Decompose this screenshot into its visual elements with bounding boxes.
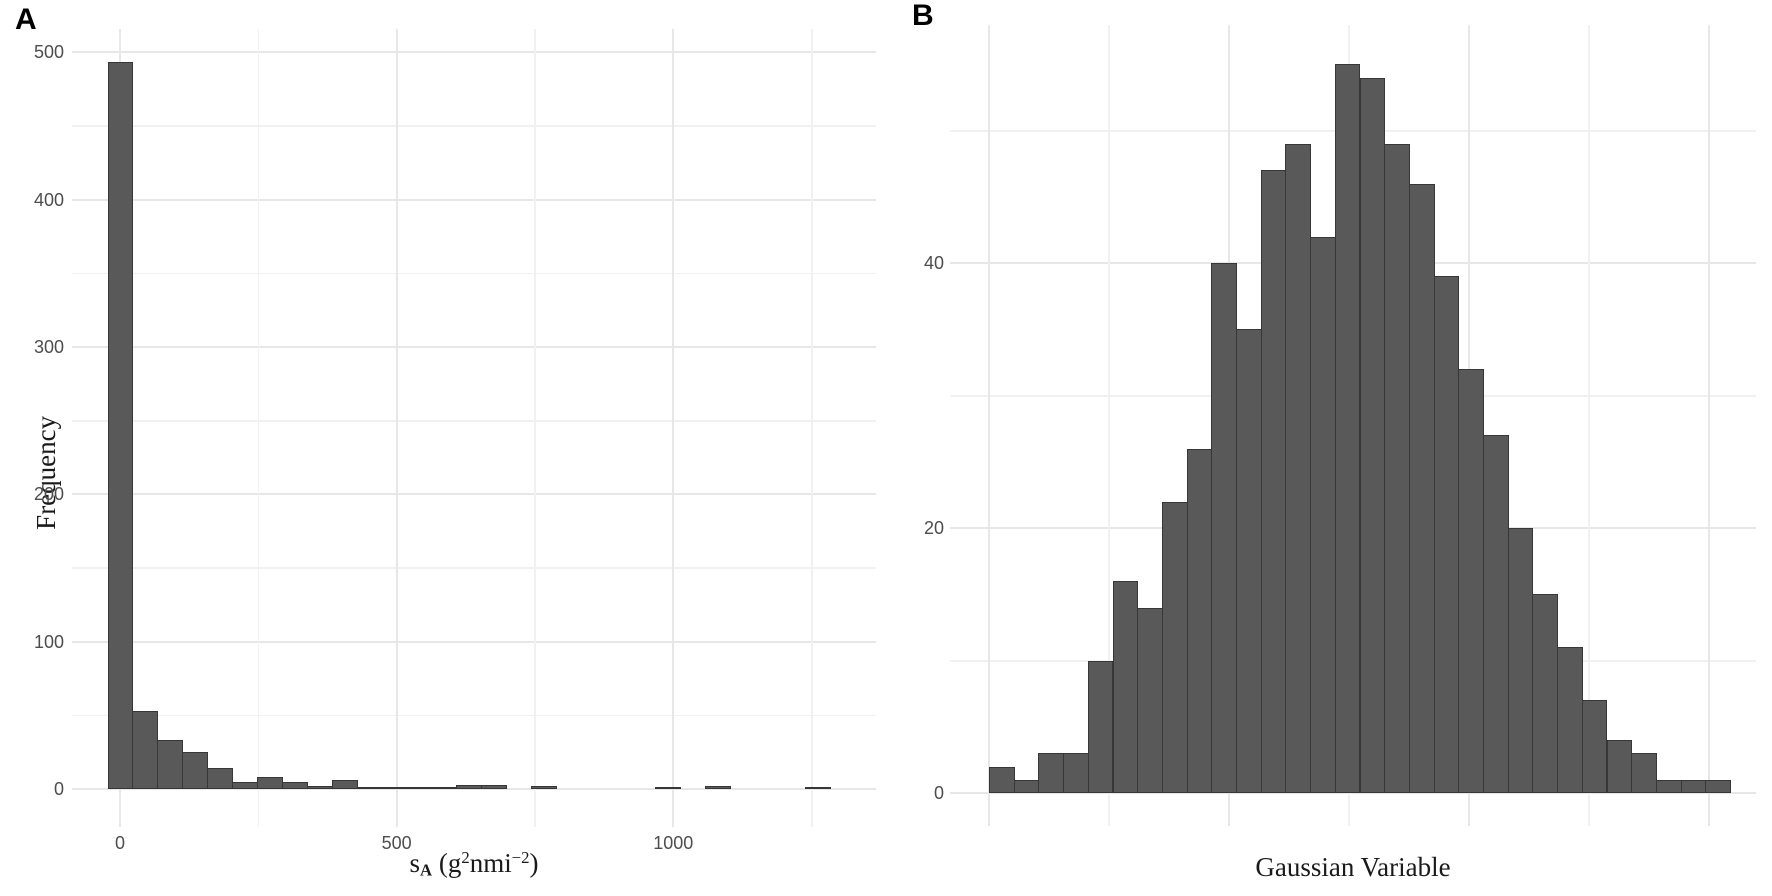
panel-a-x-axis-title: sA (g2nmi−2)	[274, 847, 674, 880]
y-tick-label: 20	[923, 518, 944, 538]
x-axis-title-part: )	[529, 848, 539, 878]
histogram-bar	[1507, 528, 1534, 793]
histogram-bar	[1606, 740, 1633, 793]
y-tick-label: 0	[933, 783, 944, 803]
histogram-bar	[157, 740, 184, 789]
histogram-bar	[207, 768, 234, 789]
histogram-bar	[1013, 779, 1040, 793]
histogram-bar	[989, 766, 1015, 793]
histogram-bar	[1087, 660, 1114, 793]
histogram-bar	[1186, 448, 1213, 793]
histogram-bar	[1137, 607, 1163, 793]
y-tick-label: 100	[33, 631, 64, 652]
x-tick-label: 0	[114, 833, 125, 853]
histogram-bar	[1063, 753, 1089, 793]
y-gridline-major	[72, 640, 876, 643]
y-gridline-minor	[72, 272, 876, 275]
histogram-bar	[1655, 779, 1682, 793]
histogram-bar	[655, 787, 682, 789]
histogram-bar	[256, 777, 283, 789]
histogram-bar	[1433, 276, 1460, 793]
y-tick-label: 300	[33, 336, 64, 357]
histogram-bar	[1310, 236, 1336, 793]
histogram-bar	[1161, 501, 1188, 793]
y-gridline-major	[72, 493, 876, 496]
x-axis-title-part: (g	[432, 848, 462, 878]
y-gridline-major	[72, 345, 876, 348]
y-gridline-major	[72, 198, 876, 201]
histogram-bar	[705, 786, 731, 789]
x-gridline-minor	[257, 29, 260, 827]
panel-b-x-axis-title: Gaussian Variable	[1255, 852, 1451, 882]
histogram-bar	[431, 787, 458, 789]
x-axis-title-part: −2	[511, 847, 530, 867]
histogram-bar	[1581, 700, 1608, 793]
x-gridline-major	[395, 29, 398, 827]
histogram-bar	[381, 787, 408, 789]
histogram-bar	[1631, 753, 1657, 793]
histogram-bar	[1285, 143, 1312, 793]
histogram-bar	[1260, 170, 1287, 793]
y-tick-label: 500	[33, 42, 64, 63]
x-axis-title-part: A	[419, 860, 433, 880]
histogram-bar	[1680, 779, 1707, 793]
histogram-bar	[232, 781, 258, 789]
histogram-bar	[530, 786, 557, 789]
y-gridline-minor	[72, 125, 876, 127]
histogram-bar	[481, 784, 507, 789]
panel-a-y-axis-title: Frequency	[31, 415, 62, 530]
y-gridline-major	[72, 788, 876, 790]
histogram-bar	[406, 787, 433, 789]
histogram-bar	[281, 781, 308, 789]
x-tick-label: 1000	[653, 833, 694, 853]
x-gridline-minor	[1588, 25, 1590, 826]
x-gridline-minor	[1108, 25, 1110, 826]
histogram-bar	[107, 62, 134, 789]
panel-b-label: B	[912, 0, 934, 32]
y-tick-label: 400	[33, 189, 64, 210]
histogram-bar	[306, 786, 333, 789]
histogram-bar	[1483, 435, 1509, 793]
histogram-bar	[1038, 753, 1065, 793]
panel-a-label: A	[15, 3, 37, 36]
histogram-bar	[356, 787, 383, 789]
histogram-bar	[1532, 594, 1559, 793]
x-axis-title-part: s	[409, 848, 420, 878]
x-axis-title-part: 2	[461, 847, 470, 867]
histogram-bar	[1408, 183, 1435, 793]
histogram-bar	[1458, 369, 1484, 793]
histogram-bar	[331, 780, 358, 789]
histogram-bar	[1112, 581, 1139, 793]
y-gridline-minor	[72, 567, 876, 569]
histogram-bar	[132, 710, 159, 789]
y-gridline-major	[72, 51, 876, 54]
x-gridline-minor	[811, 29, 813, 827]
x-gridline-major	[988, 25, 990, 826]
y-tick-label: 40	[923, 253, 944, 273]
x-gridline-major	[1708, 25, 1710, 826]
histogram-bar	[804, 787, 831, 789]
y-tick-label: 0	[53, 779, 64, 799]
histogram-bar	[1211, 263, 1237, 793]
x-gridline-major	[672, 29, 675, 827]
histogram-bar	[456, 784, 483, 789]
y-tick-label: 200	[33, 484, 64, 505]
x-tick-label: 500	[381, 833, 412, 853]
x-axis-title-part: nmi	[469, 848, 512, 878]
y-gridline-major	[950, 792, 1756, 794]
histogram-bar	[182, 752, 209, 789]
x-gridline-minor	[534, 29, 536, 827]
y-gridline-minor	[72, 420, 876, 422]
histogram-bar	[1236, 329, 1262, 793]
histogram-bar	[1334, 64, 1361, 793]
histogram-bar	[1359, 77, 1386, 793]
histogram-bar	[1384, 143, 1410, 793]
histogram-bar	[1705, 779, 1731, 793]
y-gridline-minor	[72, 714, 876, 717]
histogram-bar	[1557, 647, 1583, 793]
